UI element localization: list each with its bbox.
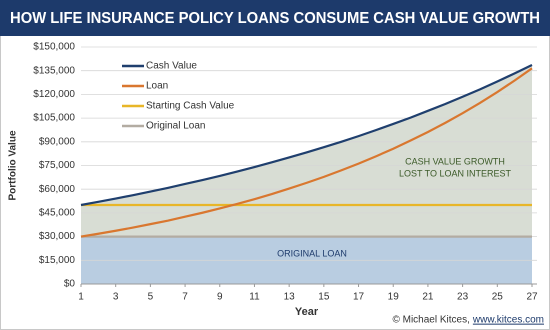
y-tick-label: $75,000 bbox=[39, 160, 76, 171]
y-tick-label: $30,000 bbox=[39, 231, 76, 242]
y-tick-label: $60,000 bbox=[39, 184, 76, 195]
x-tick-label: 19 bbox=[388, 292, 400, 303]
x-tick-label: 1 bbox=[78, 292, 84, 303]
x-tick-label: 11 bbox=[249, 292, 260, 303]
series-line bbox=[80, 67, 533, 238]
title-bar bbox=[0, 0, 550, 36]
x-tick-label: 17 bbox=[353, 292, 365, 303]
legend-label: Starting Cash Value bbox=[146, 101, 235, 112]
x-tick-label: 13 bbox=[284, 292, 296, 303]
y-tick-label: $15,000 bbox=[39, 255, 76, 266]
credit-link[interactable]: www.kitces.com bbox=[472, 315, 544, 326]
x-tick-label: 15 bbox=[318, 292, 330, 303]
series-line bbox=[80, 64, 533, 207]
credit: © Michael Kitces, bbox=[392, 315, 469, 326]
x-tick-label: 21 bbox=[422, 292, 434, 303]
x-tick-label: 23 bbox=[457, 292, 469, 303]
x-tick-label: 27 bbox=[526, 292, 538, 303]
y-tick-label: $90,000 bbox=[39, 136, 76, 147]
y-tick-label: $0 bbox=[64, 279, 76, 290]
x-axis-label: Year bbox=[295, 306, 319, 318]
annotation: ORIGINAL LOAN bbox=[277, 248, 347, 258]
annotation: CASH VALUE GROWTH bbox=[405, 156, 505, 166]
chart-title: HOW LIFE INSURANCE POLICY LOANS CONSUME … bbox=[10, 10, 540, 27]
legend-label: Cash Value bbox=[146, 61, 197, 72]
growth-area bbox=[81, 65, 532, 237]
x-tick-label: 3 bbox=[113, 292, 119, 303]
y-tick-label: $150,000 bbox=[33, 42, 75, 53]
x-tick-label: 5 bbox=[148, 292, 154, 303]
x-tick-label: 25 bbox=[492, 292, 504, 303]
y-tick-label: $120,000 bbox=[33, 89, 75, 100]
x-tick-label: 7 bbox=[182, 292, 188, 303]
y-tick-label: $105,000 bbox=[33, 113, 75, 124]
legend-label: Original Loan bbox=[146, 121, 205, 132]
y-axis-label: Portfolio Value bbox=[8, 130, 19, 200]
annotation: LOST TO LOAN INTEREST bbox=[399, 168, 512, 178]
y-tick-label: $135,000 bbox=[33, 65, 75, 76]
x-tick-label: 9 bbox=[217, 292, 223, 303]
legend-label: Loan bbox=[146, 81, 168, 92]
y-tick-label: $45,000 bbox=[39, 208, 76, 219]
